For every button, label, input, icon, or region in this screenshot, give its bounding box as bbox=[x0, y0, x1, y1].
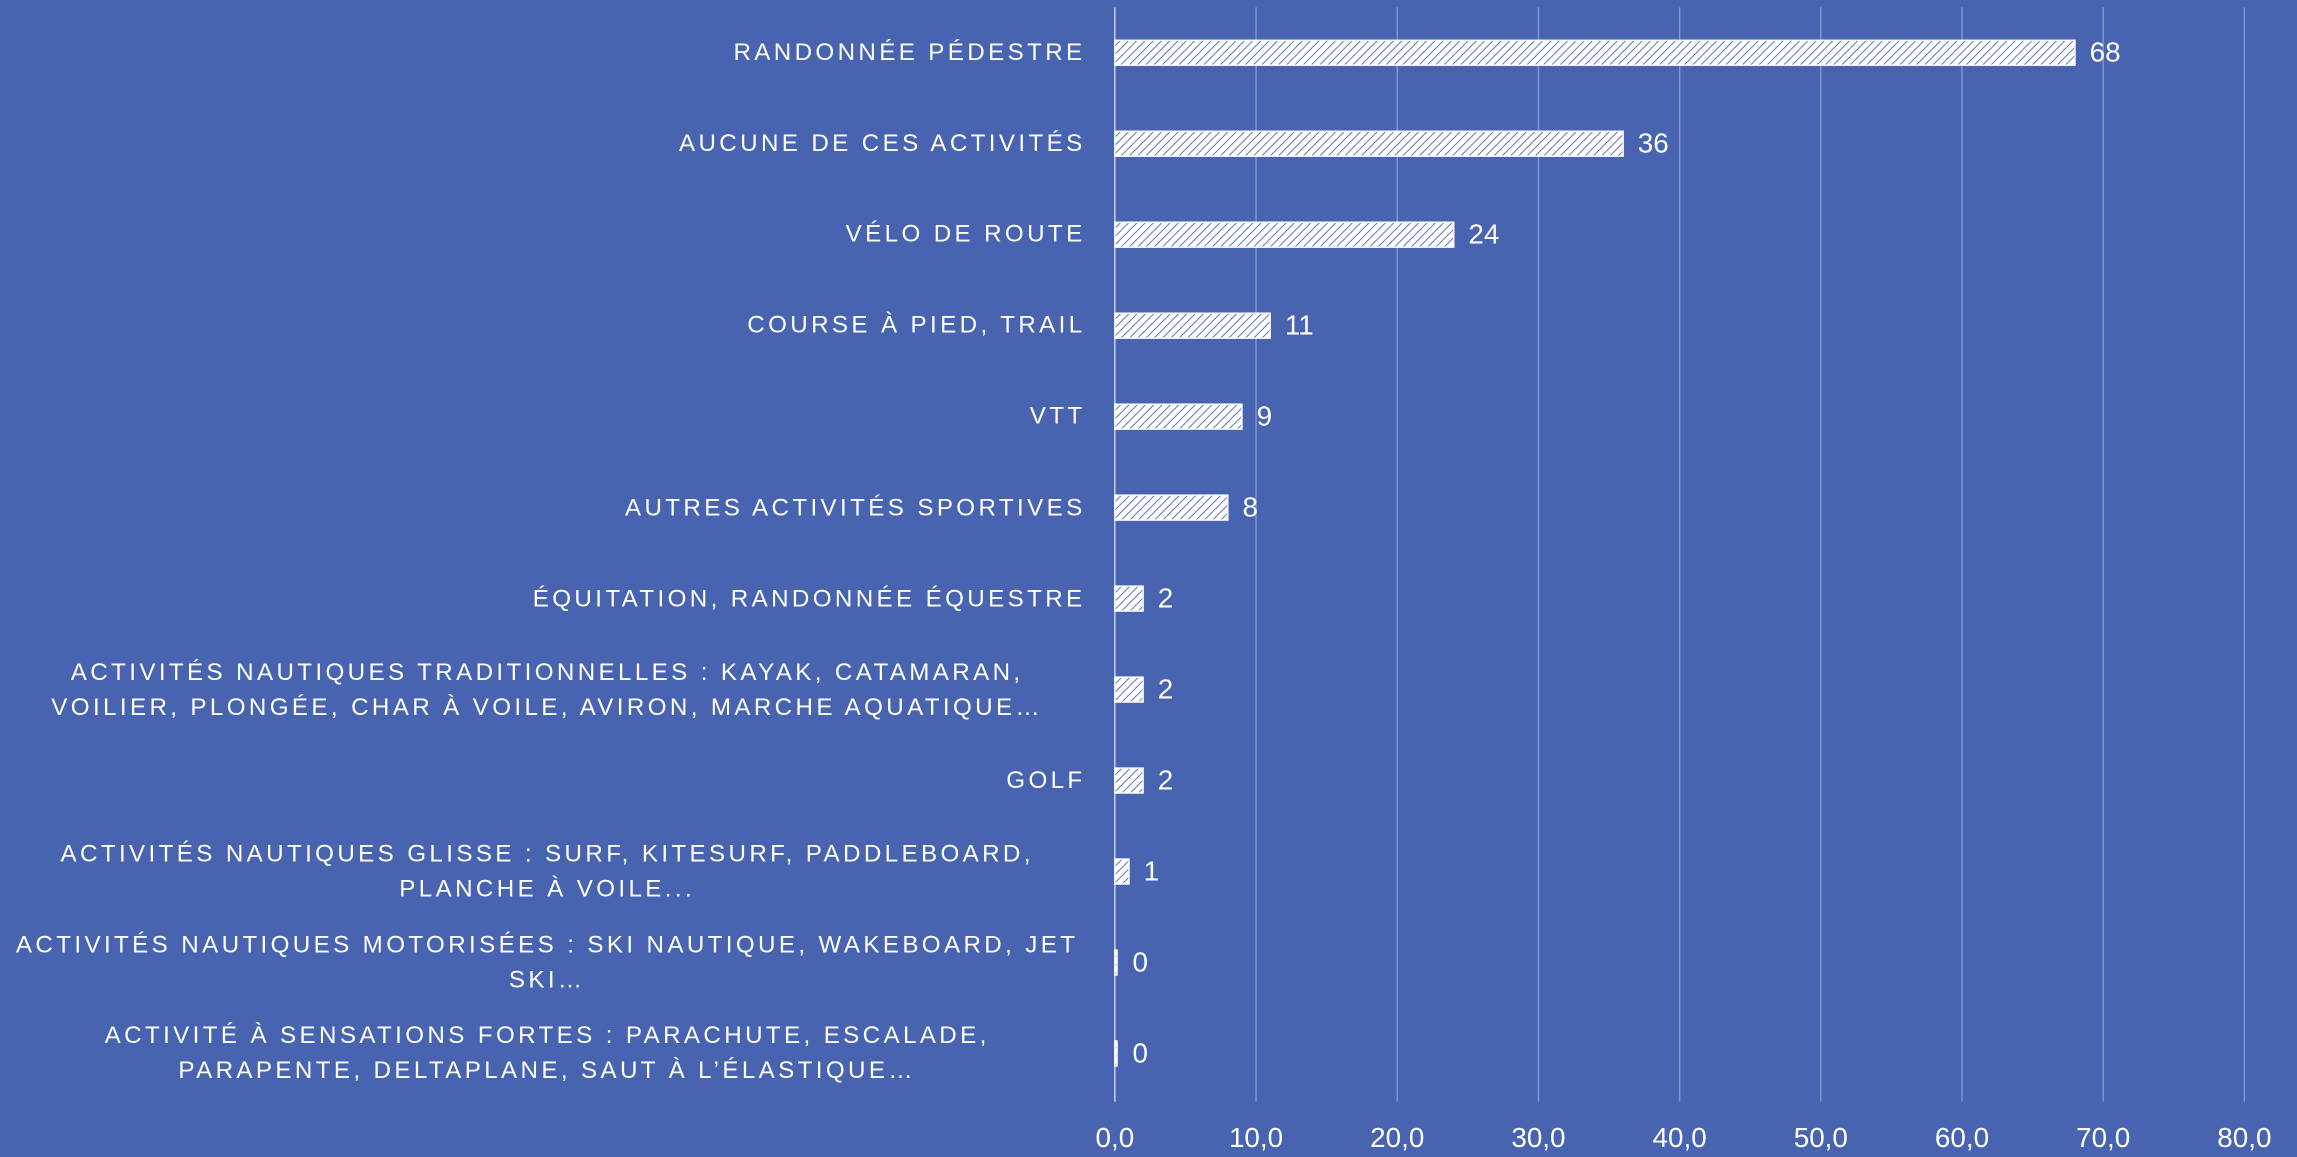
data-label: 2 bbox=[1158, 764, 1173, 795]
x-tick-label: 20,0 bbox=[1370, 1122, 1424, 1153]
bar bbox=[1114, 1040, 1118, 1067]
category-label: ACTIVITÉS NAUTIQUES MOTORISÉES : SKI NAU… bbox=[15, 931, 1079, 994]
bar bbox=[1114, 39, 2076, 66]
data-label: 8 bbox=[1242, 491, 1257, 522]
data-label: 9 bbox=[1257, 400, 1272, 431]
x-tick-label: 10,0 bbox=[1229, 1122, 1283, 1153]
category-label: GOLF bbox=[1006, 767, 1086, 794]
bar bbox=[1114, 312, 1271, 339]
bar bbox=[1114, 494, 1229, 521]
bar bbox=[1114, 858, 1130, 885]
data-label: 11 bbox=[1285, 309, 1314, 340]
bar bbox=[1114, 221, 1455, 248]
category-label: COURSE À PIED, TRAIL bbox=[747, 312, 1086, 339]
category-label: RANDONNÉE PÉDESTRE bbox=[733, 39, 1086, 66]
data-label: 2 bbox=[1158, 582, 1173, 613]
data-label: 24 bbox=[1468, 219, 1499, 250]
bar bbox=[1114, 767, 1144, 794]
category-label-box: ACTIVITÉS NAUTIQUES GLISSE : SURF, KITES… bbox=[1, 836, 1085, 906]
category-label-box: AUCUNE DE CES ACTIVITÉS bbox=[1, 126, 1085, 161]
x-tick-label: 0,0 bbox=[1096, 1122, 1135, 1153]
category-label: VÉLO DE ROUTE bbox=[845, 221, 1086, 248]
category-label: AUTRES ACTIVITÉS SPORTIVES bbox=[624, 494, 1086, 521]
category-label-box: ACTIVITÉS NAUTIQUES MOTORISÉES : SKI NAU… bbox=[1, 927, 1085, 997]
x-tick-label: 70,0 bbox=[2076, 1122, 2130, 1153]
x-tick-label: 60,0 bbox=[1935, 1122, 1989, 1153]
category-label-box: ÉQUITATION, RANDONNÉE ÉQUESTRE bbox=[1, 581, 1085, 616]
category-label-box: AUTRES ACTIVITÉS SPORTIVES bbox=[1, 490, 1085, 525]
x-tick-label: 80,0 bbox=[2217, 1122, 2271, 1153]
category-label: VTT bbox=[1029, 403, 1086, 430]
category-label-box: ACTIVITÉS NAUTIQUES TRADITIONNELLES : KA… bbox=[1, 654, 1085, 724]
category-label: ACTIVITÉS NAUTIQUES TRADITIONNELLES : KA… bbox=[51, 658, 1044, 721]
data-label: 0 bbox=[1132, 1037, 1147, 1068]
bar bbox=[1114, 130, 1624, 157]
x-tick-label: 50,0 bbox=[1794, 1122, 1848, 1153]
category-label-box: GOLF bbox=[1, 763, 1085, 798]
x-tick-label: 30,0 bbox=[1511, 1122, 1565, 1153]
data-label: 0 bbox=[1132, 946, 1147, 977]
data-label: 2 bbox=[1158, 673, 1173, 704]
x-tick-label: 40,0 bbox=[1653, 1122, 1707, 1153]
category-label: ÉQUITATION, RANDONNÉE ÉQUESTRE bbox=[532, 585, 1086, 612]
category-label-box: COURSE À PIED, TRAIL bbox=[1, 308, 1085, 343]
category-label-box: VTT bbox=[1, 399, 1085, 434]
bar bbox=[1114, 403, 1243, 430]
bar bbox=[1114, 949, 1118, 976]
bar bbox=[1114, 676, 1144, 703]
category-label: AUCUNE DE CES ACTIVITÉS bbox=[678, 130, 1086, 157]
category-label: ACTIVITÉ À SENSATIONS FORTES : PARACHUTE… bbox=[104, 1022, 990, 1085]
data-label: 68 bbox=[2090, 37, 2121, 68]
category-label: ACTIVITÉS NAUTIQUES GLISSE : SURF, KITES… bbox=[60, 840, 1034, 903]
category-label-box: ACTIVITÉ À SENSATIONS FORTES : PARACHUTE… bbox=[1, 1018, 1085, 1088]
data-label: 36 bbox=[1638, 128, 1669, 159]
bar bbox=[1114, 585, 1144, 612]
data-label: 1 bbox=[1144, 855, 1159, 886]
category-label-box: VÉLO DE ROUTE bbox=[1, 217, 1085, 252]
category-label-box: RANDONNÉE PÉDESTRE bbox=[1, 35, 1085, 70]
